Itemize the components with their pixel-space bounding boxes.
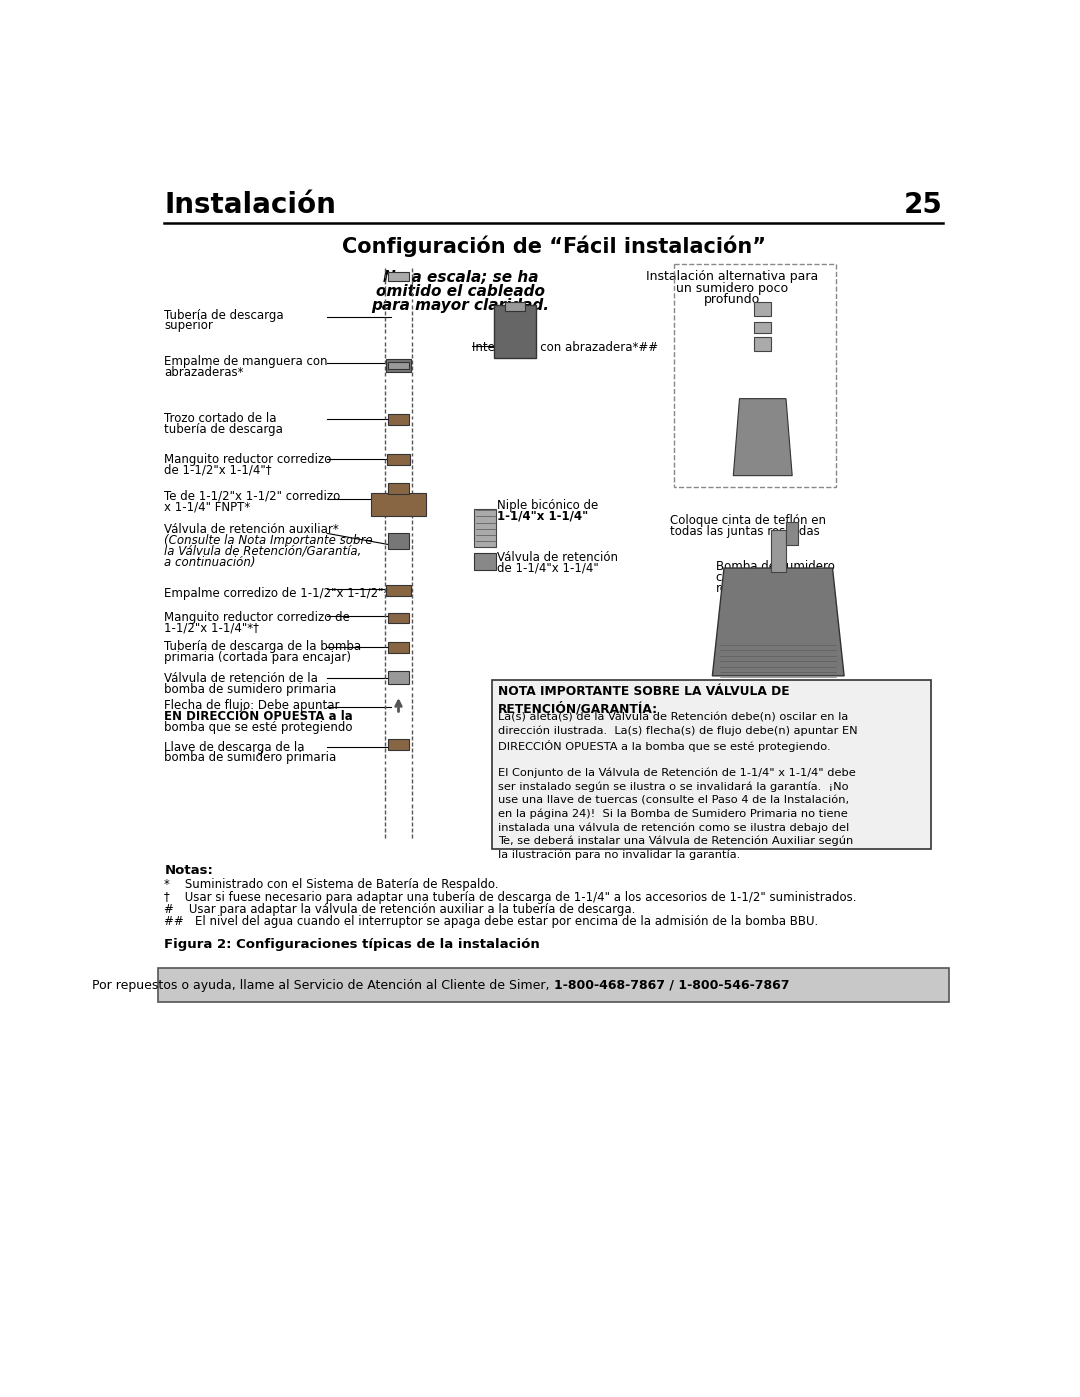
- FancyBboxPatch shape: [388, 414, 409, 425]
- Text: ##   El nivel del agua cuando el interruptor se apaga debe estar por encima de l: ## El nivel del agua cuando el interrupt…: [164, 915, 819, 929]
- Text: con batería de: con batería de: [716, 571, 801, 584]
- Text: Notas:: Notas:: [164, 865, 214, 877]
- Text: No a escala; se ha: No a escala; se ha: [382, 270, 538, 285]
- Text: omitido el cableado: omitido el cableado: [376, 284, 545, 299]
- Text: Bomba de sumidero: Bomba de sumidero: [716, 560, 835, 573]
- Text: la Válvula de Retención/Garantía,: la Válvula de Retención/Garantía,: [164, 545, 362, 557]
- Text: superior: superior: [164, 320, 214, 332]
- Text: Empalme de manguera con: Empalme de manguera con: [164, 355, 328, 367]
- FancyBboxPatch shape: [754, 302, 771, 316]
- Text: profundo: profundo: [704, 293, 760, 306]
- Text: de 1-1/2"x 1-1/4"†: de 1-1/2"x 1-1/4"†: [164, 464, 272, 476]
- Text: para mayor claridad.: para mayor claridad.: [372, 298, 550, 313]
- FancyBboxPatch shape: [387, 585, 410, 595]
- FancyBboxPatch shape: [372, 493, 426, 515]
- FancyBboxPatch shape: [504, 302, 525, 312]
- FancyBboxPatch shape: [474, 509, 496, 548]
- Text: bomba que se esté protegiendo: bomba que se esté protegiendo: [164, 721, 353, 733]
- FancyBboxPatch shape: [494, 305, 536, 358]
- Text: Instalación: Instalación: [164, 191, 336, 219]
- Text: Por repuestos o ayuda, llame al Servicio de Atención al Cliente de Simer,: Por repuestos o ayuda, llame al Servicio…: [92, 979, 554, 992]
- Text: †    Usar si fuese necesario para adaptar una tubería de descarga de 1-1/4" a lo: † Usar si fuese necesario para adaptar u…: [164, 891, 856, 904]
- Text: Llave de descarga de la: Llave de descarga de la: [164, 740, 305, 753]
- Text: respaldo: respaldo: [716, 583, 767, 595]
- Text: Figura 2: Configuraciones típicas de la instalación: Figura 2: Configuraciones típicas de la …: [164, 937, 540, 950]
- Text: *    Suministrado con el Sistema de Batería de Respaldo.: * Suministrado con el Sistema de Batería…: [164, 879, 499, 891]
- FancyBboxPatch shape: [388, 362, 409, 369]
- Text: Tubería de descarga: Tubería de descarga: [164, 309, 284, 321]
- Text: Manguito reductor corredizo: Manguito reductor corredizo: [164, 453, 332, 465]
- Text: 25: 25: [904, 191, 943, 219]
- FancyBboxPatch shape: [786, 522, 798, 545]
- Text: Manguito reductor corredizo de: Manguito reductor corredizo de: [164, 610, 350, 624]
- Text: #    Usar para adaptar la válvula de retención auxiliar a la tubería de descarga: # Usar para adaptar la válvula de retenc…: [164, 902, 636, 916]
- Text: abrazaderas*: abrazaderas*: [164, 366, 244, 379]
- Text: 1-1/2"x 1-1/4"*†: 1-1/2"x 1-1/4"*†: [164, 622, 259, 636]
- FancyBboxPatch shape: [388, 739, 409, 750]
- FancyBboxPatch shape: [387, 454, 410, 465]
- Text: Empalme corredizo de 1-1/2"x 1-1/2"*#: Empalme corredizo de 1-1/2"x 1-1/2"*#: [164, 587, 400, 599]
- Text: a continuación): a continuación): [164, 556, 256, 569]
- FancyBboxPatch shape: [389, 643, 408, 652]
- FancyBboxPatch shape: [159, 968, 948, 1002]
- FancyBboxPatch shape: [389, 271, 408, 281]
- Text: todas las juntas roscadas: todas las juntas roscadas: [670, 525, 820, 538]
- FancyBboxPatch shape: [770, 529, 786, 571]
- Text: 1-800-468-7867 / 1-800-546-7867: 1-800-468-7867 / 1-800-546-7867: [554, 979, 789, 992]
- Polygon shape: [713, 569, 845, 676]
- FancyBboxPatch shape: [754, 321, 771, 334]
- Text: Válvula de retención: Válvula de retención: [497, 550, 618, 564]
- FancyBboxPatch shape: [389, 534, 408, 549]
- FancyBboxPatch shape: [388, 613, 409, 623]
- Polygon shape: [733, 398, 793, 475]
- Text: EN DIRECCIÓN OPUESTA a la: EN DIRECCIÓN OPUESTA a la: [164, 710, 353, 722]
- Text: Tubería de descarga de la bomba: Tubería de descarga de la bomba: [164, 640, 362, 654]
- FancyBboxPatch shape: [388, 483, 409, 495]
- Text: Configuración de “Fácil instalación”: Configuración de “Fácil instalación”: [341, 236, 766, 257]
- Text: (Consulte la Nota Importante sobre: (Consulte la Nota Importante sobre: [164, 534, 373, 548]
- Text: Te de 1-1/2"x 1-1/2" corredizo: Te de 1-1/2"x 1-1/2" corredizo: [164, 489, 340, 503]
- Text: La(s) aleta(s) de la Válvula de Retención debe(n) oscilar en la
dirección ilustr: La(s) aleta(s) de la Válvula de Retenció…: [498, 712, 858, 861]
- Text: Flecha de flujo: Debe apuntar: Flecha de flujo: Debe apuntar: [164, 698, 340, 712]
- Text: NOTA IMPORTANTE SOBRE LA VÁLVULA DE
RETENCIÓN/GARANTÍA:: NOTA IMPORTANTE SOBRE LA VÁLVULA DE RETE…: [498, 685, 789, 715]
- Text: Instalación alternativa para: Instalación alternativa para: [646, 270, 818, 284]
- Text: bomba de sumidero primaria: bomba de sumidero primaria: [164, 752, 337, 764]
- FancyBboxPatch shape: [389, 671, 408, 683]
- Text: Niple bicónico de: Niple bicónico de: [497, 499, 598, 511]
- Text: Interruptor con abrazadera*##: Interruptor con abrazadera*##: [472, 341, 658, 353]
- FancyBboxPatch shape: [474, 553, 496, 570]
- Text: bomba de sumidero primaria: bomba de sumidero primaria: [164, 683, 337, 696]
- FancyBboxPatch shape: [754, 337, 771, 351]
- Text: de 1-1/4"x 1-1/4": de 1-1/4"x 1-1/4": [497, 562, 598, 576]
- Text: 1-1/4"x 1-1/4": 1-1/4"x 1-1/4": [497, 510, 589, 522]
- FancyBboxPatch shape: [387, 359, 410, 373]
- Text: Trozo cortado de la: Trozo cortado de la: [164, 412, 276, 426]
- FancyBboxPatch shape: [491, 680, 931, 849]
- Text: Válvula de retención de la: Válvula de retención de la: [164, 672, 319, 685]
- Text: un sumidero poco: un sumidero poco: [676, 282, 787, 295]
- Text: Válvula de retención auxiliar*: Válvula de retención auxiliar*: [164, 524, 339, 536]
- Text: x 1-1/4" FNPT*: x 1-1/4" FNPT*: [164, 500, 251, 513]
- Text: Coloque cinta de teflón en: Coloque cinta de teflón en: [670, 514, 826, 527]
- Text: tubería de descarga: tubería de descarga: [164, 423, 283, 436]
- Text: primaria (cortada para encajar): primaria (cortada para encajar): [164, 651, 351, 664]
